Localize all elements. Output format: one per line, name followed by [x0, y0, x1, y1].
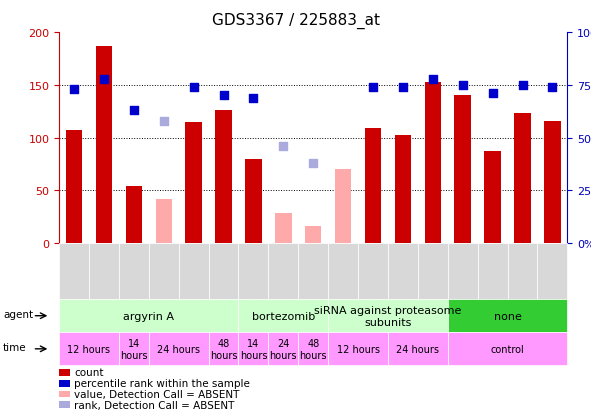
- Bar: [514, 114, 531, 244]
- Point: [548, 85, 557, 91]
- Text: count: count: [74, 368, 104, 377]
- Text: none: none: [493, 311, 521, 321]
- Bar: [215, 111, 232, 244]
- Text: 48
hours: 48 hours: [210, 338, 238, 360]
- Point: [428, 76, 437, 83]
- Bar: [424, 83, 441, 244]
- Point: [69, 87, 79, 93]
- Bar: [395, 135, 411, 244]
- Bar: [454, 96, 471, 244]
- Bar: [305, 227, 322, 244]
- Text: percentile rank within the sample: percentile rank within the sample: [74, 378, 251, 388]
- Point: [129, 108, 138, 114]
- Text: 12 hours: 12 hours: [67, 344, 111, 354]
- Point: [249, 95, 258, 102]
- Bar: [335, 170, 351, 244]
- Text: rank, Detection Call = ABSENT: rank, Detection Call = ABSENT: [74, 400, 235, 410]
- Text: value, Detection Call = ABSENT: value, Detection Call = ABSENT: [74, 389, 240, 399]
- Bar: [66, 131, 82, 244]
- Text: argyrin A: argyrin A: [124, 311, 174, 321]
- Bar: [365, 129, 381, 244]
- Point: [189, 85, 199, 91]
- Text: GDS3367 / 225883_at: GDS3367 / 225883_at: [212, 12, 379, 28]
- Point: [159, 118, 168, 125]
- Point: [219, 93, 228, 100]
- Text: 14
hours: 14 hours: [240, 338, 267, 360]
- Text: agent: agent: [3, 309, 33, 319]
- Point: [368, 85, 378, 91]
- Point: [488, 91, 498, 97]
- Point: [99, 76, 109, 83]
- Text: 24 hours: 24 hours: [397, 344, 439, 354]
- Bar: [96, 47, 112, 244]
- Text: siRNA against proteasome
subunits: siRNA against proteasome subunits: [314, 305, 462, 327]
- Text: time: time: [3, 342, 27, 352]
- Text: control: control: [491, 344, 524, 354]
- Bar: [155, 199, 172, 244]
- Point: [309, 160, 318, 167]
- Bar: [544, 121, 561, 244]
- Bar: [126, 187, 142, 244]
- Point: [518, 83, 527, 89]
- Text: 24
hours: 24 hours: [269, 338, 297, 360]
- Point: [278, 143, 288, 150]
- Point: [398, 85, 408, 91]
- Bar: [275, 213, 291, 244]
- Bar: [485, 152, 501, 244]
- Text: 24 hours: 24 hours: [157, 344, 200, 354]
- Text: bortezomib: bortezomib: [252, 311, 315, 321]
- Text: 48
hours: 48 hours: [300, 338, 327, 360]
- Bar: [186, 123, 202, 244]
- Bar: [245, 159, 262, 244]
- Point: [458, 83, 467, 89]
- Text: 14
hours: 14 hours: [120, 338, 148, 360]
- Text: 12 hours: 12 hours: [337, 344, 379, 354]
